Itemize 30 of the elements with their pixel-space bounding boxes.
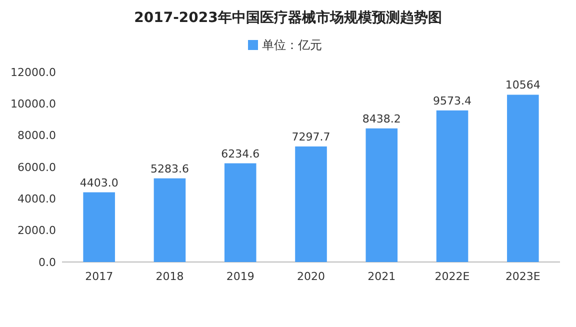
data-label: 8438.2: [362, 112, 401, 126]
y-tick-label: 6000.0: [18, 160, 56, 174]
y-tick-label: 10000.0: [10, 98, 56, 111]
x-tick-label: 2017: [85, 270, 114, 283]
x-tick-label: 2022E: [434, 270, 470, 283]
bar: [366, 128, 398, 262]
bar: [295, 146, 327, 262]
bar: [83, 192, 115, 262]
y-tick-label: 2000.0: [18, 224, 56, 238]
x-tick-label: 2023E: [505, 270, 540, 283]
x-tick-label: 2018: [156, 270, 184, 283]
bar: [436, 110, 468, 262]
legend-label: 单位：亿元: [262, 38, 322, 52]
data-label: 9573.4: [433, 94, 472, 108]
bar: [224, 163, 256, 262]
data-label: 10564: [505, 78, 540, 92]
y-tick-label: 4000.0: [18, 192, 56, 206]
x-tick-label: 2021: [368, 270, 396, 283]
data-label: 7297.7: [292, 130, 330, 144]
y-tick-label: 8000.0: [18, 129, 56, 142]
bar: [154, 178, 186, 262]
chart-title: 2017-2023年中国医疗器械市场规模预测趋势图: [134, 9, 442, 26]
data-label: 5283.6: [150, 162, 189, 176]
y-tick-label: 12000.0: [10, 66, 56, 79]
data-label: 4403.0: [80, 176, 118, 190]
y-tick-label: 0.0: [38, 256, 56, 269]
bar: [507, 94, 539, 262]
data-label: 6234.6: [221, 147, 260, 160]
x-tick-label: 2020: [297, 270, 325, 283]
x-tick-label: 2019: [226, 270, 254, 283]
